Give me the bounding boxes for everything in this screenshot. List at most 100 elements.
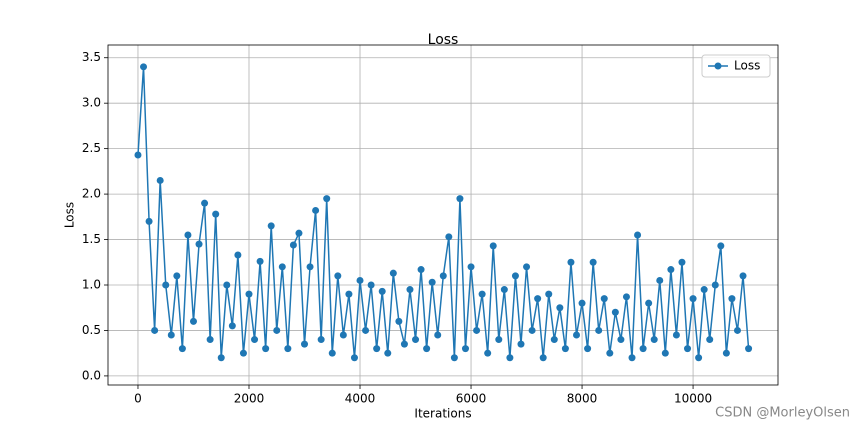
loss-marker — [517, 340, 525, 348]
loss-marker — [717, 242, 725, 250]
loss-marker — [667, 266, 675, 274]
loss-marker — [545, 290, 553, 298]
legend-box — [701, 54, 771, 78]
loss-marker — [722, 349, 730, 357]
loss-marker — [223, 281, 231, 289]
loss-marker — [728, 295, 736, 303]
loss-marker — [151, 326, 159, 334]
plot-frame — [107, 44, 779, 386]
loss-marker — [373, 345, 381, 353]
loss-marker — [473, 326, 481, 334]
loss-marker — [733, 326, 741, 334]
loss-marker — [600, 295, 608, 303]
x-tick-label: 6000 — [456, 392, 487, 406]
loss-marker — [584, 345, 592, 353]
loss-marker — [251, 336, 259, 344]
loss-marker — [500, 286, 508, 294]
loss-marker — [245, 290, 253, 298]
loss-marker — [334, 272, 342, 280]
loss-marker — [628, 354, 636, 362]
loss-marker — [395, 317, 403, 325]
loss-marker — [156, 176, 164, 184]
loss-marker — [389, 269, 397, 277]
loss-marker — [384, 349, 392, 357]
loss-marker — [228, 322, 236, 330]
loss-marker — [167, 331, 175, 339]
loss-marker — [678, 258, 686, 266]
loss-marker — [345, 290, 353, 298]
y-axis-label: Loss — [63, 202, 77, 228]
loss-marker — [672, 331, 680, 339]
loss-marker — [145, 217, 153, 225]
loss-marker — [195, 240, 203, 248]
legend-label: Loss — [734, 59, 760, 73]
loss-marker — [700, 286, 708, 294]
loss-marker — [184, 231, 192, 239]
loss-marker — [206, 336, 214, 344]
loss-marker — [189, 317, 197, 325]
loss-marker — [262, 345, 270, 353]
loss-marker — [611, 308, 619, 316]
loss-marker — [278, 263, 286, 271]
loss-marker — [434, 331, 442, 339]
loss-marker — [684, 345, 692, 353]
loss-marker — [461, 345, 469, 353]
loss-marker — [539, 354, 547, 362]
loss-marker — [561, 345, 569, 353]
loss-marker — [617, 336, 625, 344]
loss-marker — [284, 345, 292, 353]
y-tick-label: 0.5 — [82, 323, 101, 337]
y-tick-label: 1.0 — [82, 278, 101, 292]
loss-marker — [645, 299, 653, 307]
loss-marker — [201, 199, 209, 207]
loss-marker — [650, 336, 658, 344]
loss-marker — [350, 354, 358, 362]
loss-marker — [162, 281, 170, 289]
loss-marker — [323, 195, 331, 203]
loss-marker — [178, 345, 186, 353]
loss-marker — [267, 222, 275, 230]
loss-marker — [328, 349, 336, 357]
loss-marker — [367, 281, 375, 289]
loss-marker — [567, 258, 575, 266]
loss-marker — [622, 293, 630, 301]
loss-marker — [140, 63, 148, 71]
legend-marker — [714, 62, 722, 70]
loss-marker — [634, 231, 642, 239]
loss-marker — [689, 295, 697, 303]
loss-marker — [400, 340, 408, 348]
loss-line — [137, 66, 750, 358]
loss-marker — [711, 281, 719, 289]
loss-marker — [356, 276, 364, 284]
loss-marker — [528, 326, 536, 334]
loss-marker — [217, 354, 225, 362]
loss-marker — [745, 345, 753, 353]
x-tick-label: 8000 — [567, 392, 598, 406]
loss-marker — [489, 242, 497, 250]
loss-marker — [317, 336, 325, 344]
loss-marker — [412, 336, 420, 344]
loss-marker — [439, 272, 447, 280]
loss-marker — [467, 263, 475, 271]
loss-marker — [661, 349, 669, 357]
loss-marker — [456, 195, 464, 203]
loss-marker — [695, 354, 703, 362]
loss-marker — [639, 345, 647, 353]
loss-marker — [301, 340, 309, 348]
loss-marker — [306, 263, 314, 271]
loss-marker — [511, 272, 519, 280]
loss-marker — [739, 272, 747, 280]
watermark: CSDN @MorleyOlsen — [715, 406, 850, 421]
loss-marker — [573, 331, 581, 339]
loss-marker — [506, 354, 514, 362]
loss-marker — [478, 290, 486, 298]
x-tick-label: 10000 — [674, 392, 712, 406]
y-tick-label: 3.0 — [82, 96, 101, 110]
loss-marker — [656, 276, 664, 284]
loss-marker — [273, 326, 281, 334]
x-axis-label: Iterations — [414, 407, 471, 421]
loss-marker — [556, 304, 564, 312]
loss-marker — [256, 257, 264, 265]
loss-marker — [578, 299, 586, 307]
